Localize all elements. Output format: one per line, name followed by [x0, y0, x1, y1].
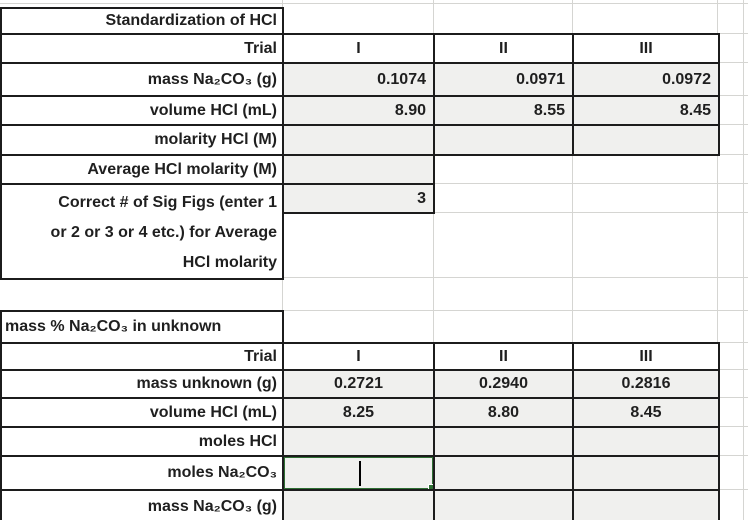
cell-volume-hcl-2[interactable]: 8.55	[433, 95, 574, 126]
cell-trial-3-header[interactable]: III	[572, 33, 720, 64]
cell-sigfigs-label[interactable]: Correct # of Sig Figs (enter 1 or 2 or 3…	[0, 183, 284, 280]
empty-cell[interactable]	[573, 155, 719, 184]
cell-trial-label-2[interactable]: Trial	[0, 342, 284, 371]
cell-moles-na2co3-label[interactable]: moles Na₂CO₃	[0, 455, 284, 491]
cell-mass-na2co3-g-1[interactable]	[282, 489, 435, 520]
empty-cell[interactable]	[573, 8, 719, 34]
cell-volume-hcl-3[interactable]: 8.45	[572, 95, 720, 126]
sigfigs-label-line: Correct # of Sig Figs (enter 1	[58, 194, 277, 211]
cell-average-molarity-value[interactable]	[282, 154, 435, 185]
cell-moles-hcl-label[interactable]: moles HCl	[0, 426, 284, 457]
cell-moles-na2co3-2[interactable]	[433, 455, 574, 491]
cell-mass-unknown-1[interactable]: 0.2721	[282, 369, 435, 399]
cell-trial-1-header[interactable]: I	[282, 33, 435, 64]
sigfigs-label-line: HCl molarity	[182, 254, 277, 271]
cell-mass-na2co3-g-2[interactable]	[433, 489, 574, 520]
empty-cell[interactable]	[434, 184, 573, 213]
cell-volume-hcl-label[interactable]: volume HCl (mL)	[0, 95, 284, 126]
cell-mass-na2co3-g-3[interactable]	[572, 489, 720, 520]
cell-moles-na2co3-1-selected[interactable]	[282, 455, 435, 491]
empty-cell[interactable]	[434, 8, 573, 34]
cell-trial-1-header-2[interactable]: I	[282, 342, 435, 371]
cell-volume-hcl2-1[interactable]: 8.25	[282, 397, 435, 428]
cell-molarity-hcl-label[interactable]: molarity HCl (M)	[0, 124, 284, 156]
cell-moles-hcl-1[interactable]	[282, 426, 435, 457]
cell-mass-na2co3-3[interactable]: 0.0972	[572, 62, 720, 97]
text-cursor	[358, 461, 361, 486]
empty-cell[interactable]	[573, 311, 719, 343]
empty-cell[interactable]	[283, 213, 434, 279]
cell-moles-hcl-2[interactable]	[433, 426, 574, 457]
cell-volume-hcl-1[interactable]: 8.90	[282, 95, 435, 126]
empty-cell[interactable]	[434, 155, 573, 184]
empty-cell[interactable]	[283, 311, 434, 343]
cell-molarity-hcl-1[interactable]	[282, 124, 435, 156]
empty-cell[interactable]	[283, 8, 434, 34]
cell-volume-hcl2-label[interactable]: volume HCl (mL)	[0, 397, 284, 428]
cell-mass-unknown-2[interactable]: 0.2940	[433, 369, 574, 399]
empty-cell[interactable]	[573, 184, 719, 213]
cell-volume-hcl2-2[interactable]: 8.80	[433, 397, 574, 428]
gridline	[0, 3, 748, 4]
cell-mass-na2co3-label[interactable]: mass Na₂CO₃ (g)	[0, 62, 284, 97]
cell-trial-2-header-2[interactable]: II	[433, 342, 574, 371]
cell-molarity-hcl-2[interactable]	[433, 124, 574, 156]
cell-trial-3-header-2[interactable]: III	[572, 342, 720, 371]
empty-cell[interactable]	[434, 311, 573, 343]
cell-average-molarity-label[interactable]: Average HCl molarity (M)	[0, 154, 284, 185]
fill-handle[interactable]	[428, 484, 432, 488]
gridline	[743, 0, 744, 520]
standardization-table: Standardization of HCl Trial I II III ma…	[0, 7, 720, 280]
cell-mass-na2co3-1[interactable]: 0.1074	[282, 62, 435, 97]
cell-trial-2-header[interactable]: II	[433, 33, 574, 64]
empty-cell[interactable]	[573, 213, 719, 279]
cell-trial-label[interactable]: Trial	[0, 33, 284, 64]
unknown-table: mass % Na₂CO₃ in unknown Trial I II III …	[0, 310, 720, 520]
gridline	[0, 277, 748, 278]
gridline	[572, 0, 573, 520]
cell-mass-na2co3-g-label[interactable]: mass Na₂CO₃ (g)	[0, 489, 284, 520]
cell-molarity-hcl-3[interactable]	[572, 124, 720, 156]
cell-sigfigs-value[interactable]: 3	[282, 182, 435, 215]
cell-mass-unknown-3[interactable]: 0.2816	[572, 369, 720, 399]
cell-volume-hcl2-3[interactable]: 8.45	[572, 397, 720, 428]
cell-moles-na2co3-3[interactable]	[572, 455, 720, 491]
cell-unknown-title[interactable]: mass % Na₂CO₃ in unknown	[0, 310, 284, 344]
gridline	[717, 0, 718, 520]
gridline	[0, 310, 748, 311]
cell-moles-hcl-3[interactable]	[572, 426, 720, 457]
cell-mass-na2co3-2[interactable]: 0.0971	[433, 62, 574, 97]
cell-mass-unknown-label[interactable]: mass unknown (g)	[0, 369, 284, 399]
cell-standardization-title[interactable]: Standardization of HCl	[0, 7, 284, 35]
sigfigs-label-line: or 2 or 3 or 4 etc.) for Average	[50, 224, 277, 241]
empty-cell[interactable]	[434, 213, 573, 279]
gridline	[433, 0, 434, 520]
